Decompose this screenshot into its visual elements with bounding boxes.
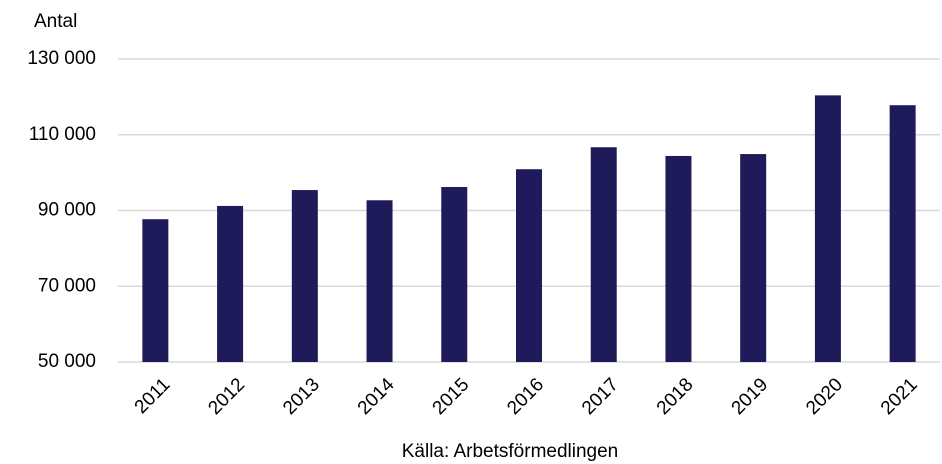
bar: [366, 200, 393, 362]
x-tick-label: 2011: [131, 374, 175, 418]
bar: [516, 169, 542, 362]
bar: [665, 155, 692, 362]
bar: [814, 95, 841, 363]
y-tick-label: 130 000: [27, 48, 96, 69]
source-note: Källa: Arbetsförmedlingen: [402, 441, 619, 462]
x-tick-label: 2020: [802, 374, 847, 419]
bar: [590, 147, 617, 362]
x-tick-label: 2014: [354, 374, 399, 419]
bar: [441, 187, 468, 362]
y-tick-label: 110 000: [29, 124, 96, 145]
x-tick-label: 2018: [653, 374, 698, 419]
x-tick-label: 2015: [429, 374, 474, 419]
bar: [217, 205, 244, 362]
x-tick-label: 2013: [279, 374, 324, 419]
y-axis-label: Antal: [34, 11, 77, 32]
x-tick-label: 2012: [204, 374, 249, 419]
x-tick-label: 2017: [578, 374, 623, 419]
bar: [740, 154, 767, 362]
y-tick-label: 70 000: [38, 275, 96, 296]
bar: [291, 190, 318, 362]
y-tick-label: 90 000: [38, 200, 96, 221]
x-tick-label: 2019: [728, 374, 773, 419]
x-tick-label: 2016: [503, 374, 548, 419]
bar: [889, 105, 916, 363]
bar: [142, 219, 169, 362]
y-tick-label: 50 000: [38, 351, 96, 372]
x-tick-label: 2021: [877, 374, 922, 419]
